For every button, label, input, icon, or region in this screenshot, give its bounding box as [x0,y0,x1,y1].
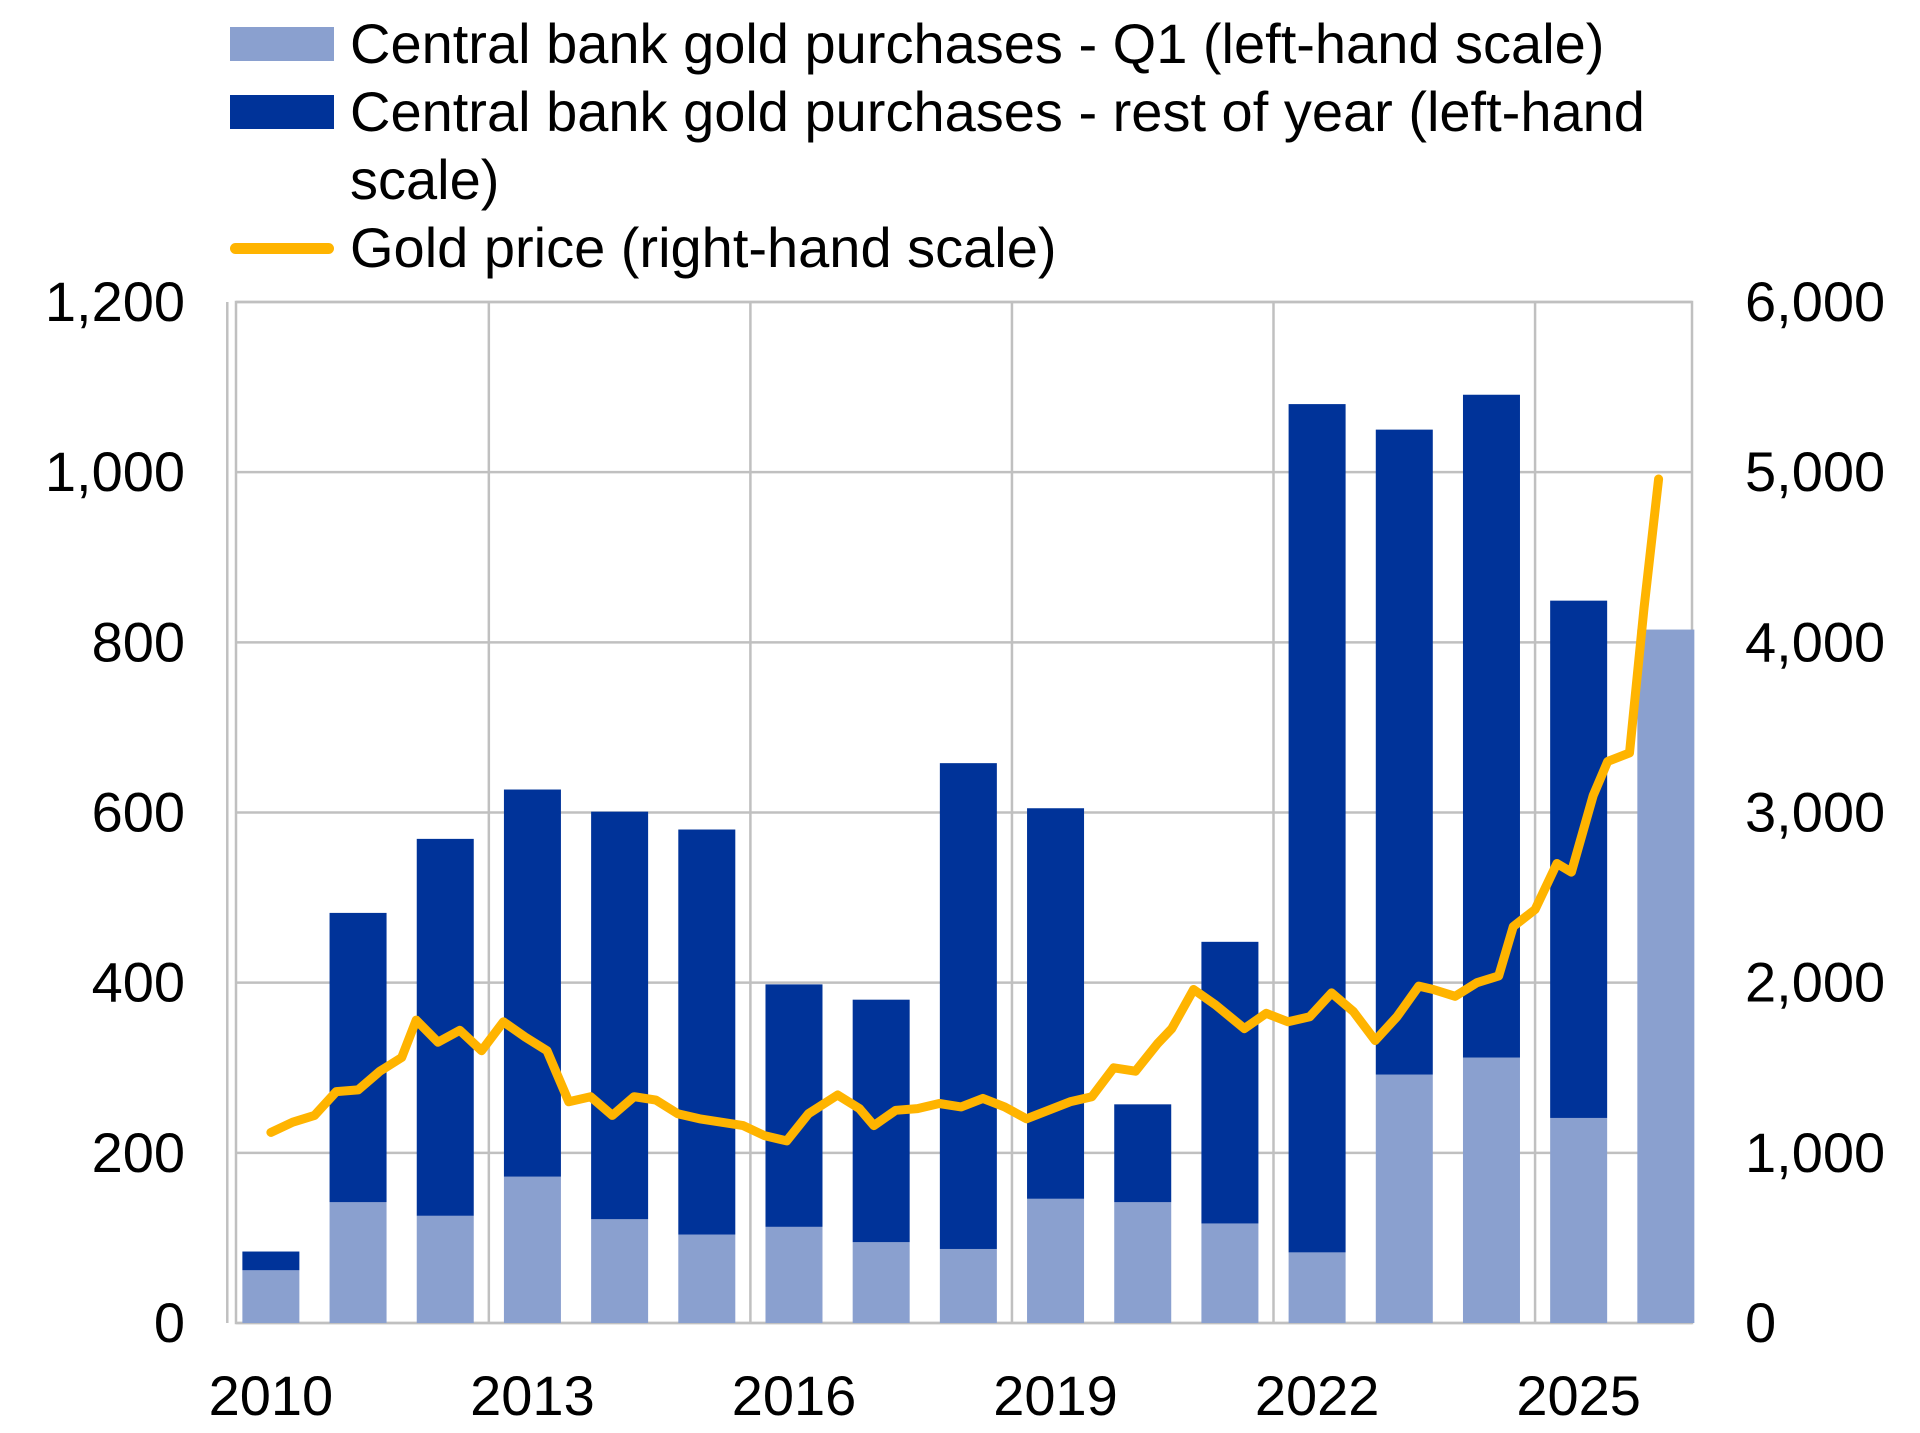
legend-swatch-q1 [230,27,334,61]
bar-rest-of-year [1288,404,1346,1253]
y-tick-label-left: 400 [92,951,185,1014]
legend-label-gold-price: Gold price (right-hand scale) [350,216,1057,279]
bar-q1 [1288,1252,1346,1323]
y-tick-label-left: 800 [92,610,185,673]
bar-rest-of-year [1114,1104,1172,1203]
bar-rest-of-year [1027,808,1085,1199]
y-tick-label-right: 4,000 [1745,610,1885,673]
gold-price-line [266,474,1664,1146]
x-tick-label: 2013 [470,1364,595,1427]
y-tick-label-right: 6,000 [1745,270,1885,333]
bar-q1 [1462,1057,1520,1323]
bar-q1 [1201,1223,1259,1323]
y-tick-label-right: 1,000 [1745,1121,1885,1184]
bar-rest-of-year [678,829,736,1235]
y-tick-label-right: 5,000 [1745,440,1885,503]
y-tick-label-left: 1,000 [45,440,185,503]
bar-q1 [939,1248,997,1323]
bar-q1 [329,1202,387,1323]
legend-label-q1: Central bank gold purchases - Q1 (left-h… [350,12,1605,75]
y-tick-label-left: 600 [92,781,185,844]
legend-item-q1: Central bank gold purchases - Q1 (left-h… [230,10,1730,78]
bar-q1 [416,1215,474,1323]
x-tick-label: 2025 [1516,1364,1641,1427]
legend-label-rest-of-year: Central bank gold purchases - rest of ye… [350,80,1645,211]
bar-rest-of-year [591,811,649,1220]
x-tick-label: 2019 [993,1364,1118,1427]
y-tick-label-right: 3,000 [1745,781,1885,844]
y-tick-label-left: 1,200 [45,270,185,333]
bar-q1 [1027,1198,1085,1323]
legend: Central bank gold purchases - Q1 (left-h… [230,10,1730,282]
legend-item-rest-of-year: Central bank gold purchases - rest of ye… [230,78,1730,214]
bar-rest-of-year [1375,429,1433,1075]
bar-rest-of-year [242,1251,300,1271]
bar-q1 [591,1219,649,1323]
bar-rest-of-year [939,763,997,1249]
bar-q1 [1114,1202,1172,1323]
bar-q1 [503,1176,561,1323]
bar-rest-of-year [329,912,387,1203]
legend-item-gold-price: Gold price (right-hand scale) [230,214,1730,282]
bar-q1 [242,1270,300,1323]
x-tick-label: 2022 [1255,1364,1380,1427]
bar-q1 [1375,1074,1433,1323]
y-tick-label-left: 200 [92,1121,185,1184]
y-tick-label-right: 0 [1745,1291,1776,1354]
y-tick-label-left: 0 [154,1291,185,1354]
x-tick-label: 2016 [732,1364,857,1427]
legend-swatch-gold-price [230,243,334,254]
bar-q1 [765,1226,823,1323]
bar-q1 [678,1234,736,1323]
bar-q1 [1637,629,1695,1323]
bar-q1 [1550,1117,1608,1323]
y-tick-label-right: 2,000 [1745,951,1885,1014]
bar-q1 [852,1242,910,1323]
bar-rest-of-year [503,789,561,1177]
bar-rest-of-year [1201,941,1259,1224]
legend-swatch-rest-of-year [230,95,334,129]
bar-rest-of-year [1462,394,1520,1058]
x-tick-label: 2010 [209,1364,334,1427]
